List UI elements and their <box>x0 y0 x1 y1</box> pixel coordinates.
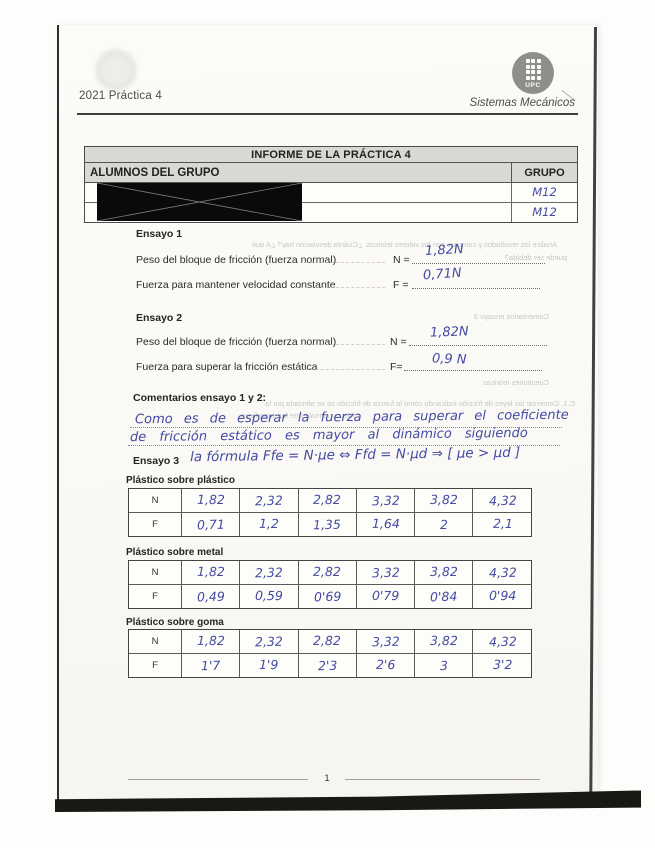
table-cell-value: 3,32 <box>371 633 400 650</box>
upc-logo-text: UPC <box>525 81 541 89</box>
upc-logo-icon: UPC <box>512 52 554 94</box>
row-label-f: F <box>129 584 182 608</box>
table-cell-value: 1,82 <box>196 563 225 579</box>
table-cell-value: 4,32 <box>488 564 517 581</box>
footer-rule-right <box>345 779 540 780</box>
leader-line <box>300 262 385 263</box>
ensayo1-line1-label: Peso del bloque de fricción (fuerza norm… <box>136 254 337 266</box>
row-label-n: N <box>129 561 182 585</box>
leader-line <box>290 369 385 370</box>
bleedthrough-text: Cuestiones teóricas <box>483 378 549 387</box>
ensayo2-title: Ensayo 2 <box>136 312 183 324</box>
table-cell-value: 2,32 <box>254 564 284 581</box>
document-header-left: 2021 Práctica 4 <box>79 90 162 102</box>
table-cell-value: 0'79 <box>371 587 400 603</box>
table-cell-value: 1,35 <box>313 516 342 533</box>
comentarios-title: Comentarios ensayo 1 y 2: <box>133 392 267 404</box>
bleedthrough-text: Comentarios ensayo 3 <box>473 312 549 321</box>
table-cell-value: 2,82 <box>313 563 342 579</box>
writing-line <box>130 406 562 428</box>
table-cell-value: 1'7 <box>200 657 221 674</box>
answer-dotted-line <box>412 277 540 289</box>
table-cell-value: 3,32 <box>371 492 400 509</box>
table3-plastico-goma: N 1,82 2,32 2,82 3,32 3,82 4,32 F 1'7 1'… <box>128 629 532 678</box>
table-cell-value: 4,32 <box>488 633 517 650</box>
table-cell-value: 2'6 <box>375 656 396 672</box>
grupo-handwritten-value: M12 <box>532 204 557 219</box>
column-header-grupo: GRUPO <box>511 163 577 182</box>
table-cell-value: 0,71 <box>196 516 225 533</box>
answer-dotted-line <box>409 334 547 346</box>
row-label-n: N <box>129 489 182 513</box>
table-cell-value: 0'94 <box>488 587 517 603</box>
bleedthrough-logo <box>93 47 139 93</box>
row-label-f: F <box>129 653 182 677</box>
ensayo1-line2-var: F = <box>393 279 409 291</box>
ensayo2-line1-var: N = <box>390 336 407 348</box>
table-cell-value: 0,49 <box>196 588 225 605</box>
table-cell-value: 2,82 <box>313 632 342 648</box>
table1-plastico-plastico: N 1,82 2,32 2,82 3,32 3,82 4,32 F 0,71 1… <box>128 488 532 537</box>
table-cell-value: 2,32 <box>254 633 284 650</box>
table2-plastico-metal: N 1,82 2,32 2,82 3,32 3,82 4,32 F 0,49 0… <box>128 560 532 609</box>
header-rule <box>77 113 578 115</box>
table-cell-value: 2,32 <box>254 492 284 509</box>
grupo-handwritten-value: M12 <box>532 185 557 199</box>
table-cell-value: 0'69 <box>313 588 342 605</box>
table-cell-value: 3,32 <box>371 564 400 581</box>
leader-line <box>300 344 385 345</box>
ensayo1-f-handwritten: 0,71N <box>422 265 463 284</box>
table-cell-value: 3,82 <box>429 563 458 579</box>
page-number: 1 <box>324 773 330 784</box>
table-cell-value: 2,82 <box>313 491 342 507</box>
table-cell-value: 3 <box>439 657 449 673</box>
ensayo2-f-handwritten: 0,9 N <box>431 351 467 368</box>
table-cell-value: 1'9 <box>259 656 279 672</box>
ensayo2-n-handwritten: 1,82N <box>429 324 469 341</box>
table-cell-value: 2,1 <box>492 515 513 531</box>
document-header-right: Sistemas Mecánicos <box>469 97 575 109</box>
answer-dotted-line <box>412 252 545 264</box>
table-cell-value: 3'2 <box>492 656 513 672</box>
table-cell-value: 1,64 <box>371 515 400 531</box>
ensayo1-line2-label: Fuerza para mantener velocidad constante <box>136 279 336 291</box>
ensayo1-line1-var: N = <box>393 254 410 266</box>
table-cell-value: 2'3 <box>317 657 338 674</box>
table-cell-value: 0,59 <box>254 587 283 603</box>
table2-title: Plástico sobre metal <box>126 547 224 558</box>
table1-title: Plástico sobre plástico <box>126 475 235 486</box>
row-label-n: N <box>129 630 182 654</box>
ensayo2-line1-label: Peso del bloque de fricción (fuerza norm… <box>136 336 337 348</box>
table-cell-value: 2 <box>439 516 449 532</box>
redaction-x-mark <box>97 183 302 221</box>
answer-dotted-line <box>404 359 542 371</box>
ensayo1-n-handwritten: 1,82N <box>424 241 465 260</box>
table-cell-value: 3,82 <box>429 491 458 507</box>
writing-line <box>128 424 560 446</box>
table-cell-value: 1,2 <box>258 515 279 531</box>
table-cell-value: 0'84 <box>429 588 458 605</box>
row-label-f: F <box>129 512 182 536</box>
leader-line <box>295 287 385 288</box>
redacted-names-box <box>97 183 302 221</box>
table3-title: Plástico sobre goma <box>126 617 224 628</box>
bleedthrough-text: Analice los resultados y compare con los… <box>251 240 557 249</box>
table-cell-value: 1,82 <box>196 491 225 507</box>
table-cell-value: 3,82 <box>429 632 458 648</box>
footer-rule-left <box>128 779 308 780</box>
ensayo3-title: Ensayo 3 <box>133 455 180 467</box>
table-cell-value: 1,82 <box>196 632 225 648</box>
table-cell-value: 4,32 <box>488 492 517 509</box>
ensayo1-title: Ensayo 1 <box>136 228 183 240</box>
report-title: INFORME DE LA PRÁCTICA 4 <box>85 147 577 163</box>
column-header-alumnos: ALUMNOS DEL GRUPO <box>90 167 220 179</box>
ensayo2-line2-label: Fuerza para superar la fricción estática <box>136 361 318 373</box>
upc-logo-dots <box>525 59 541 80</box>
ensayo2-line2-var: F= <box>390 361 403 373</box>
